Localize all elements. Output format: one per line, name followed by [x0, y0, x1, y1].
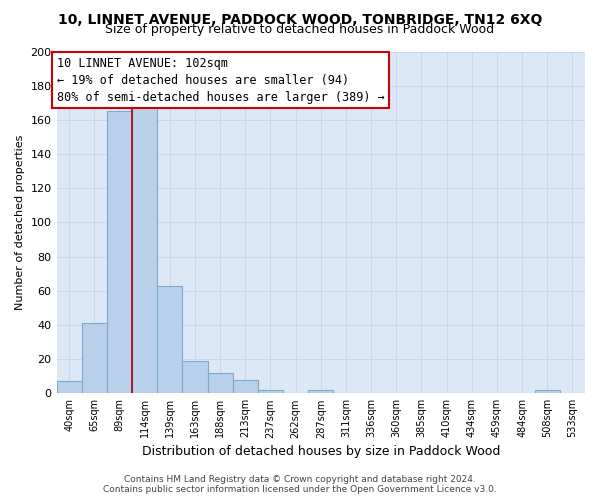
Bar — [258, 390, 283, 394]
Text: 10, LINNET AVENUE, PADDOCK WOOD, TONBRIDGE, TN12 6XQ: 10, LINNET AVENUE, PADDOCK WOOD, TONBRID… — [58, 12, 542, 26]
Bar — [157, 286, 182, 394]
Bar — [132, 106, 157, 394]
X-axis label: Distribution of detached houses by size in Paddock Wood: Distribution of detached houses by size … — [142, 444, 500, 458]
Bar — [208, 373, 233, 394]
Text: Contains HM Land Registry data © Crown copyright and database right 2024.
Contai: Contains HM Land Registry data © Crown c… — [103, 474, 497, 494]
Text: Size of property relative to detached houses in Paddock Wood: Size of property relative to detached ho… — [106, 24, 494, 36]
Bar — [107, 112, 132, 394]
Text: 10 LINNET AVENUE: 102sqm
← 19% of detached houses are smaller (94)
80% of semi-d: 10 LINNET AVENUE: 102sqm ← 19% of detach… — [56, 56, 384, 104]
Bar — [233, 380, 258, 394]
Bar — [535, 390, 560, 394]
Bar — [308, 390, 334, 394]
Bar — [56, 382, 82, 394]
Bar — [82, 323, 107, 394]
Bar — [182, 361, 208, 394]
Y-axis label: Number of detached properties: Number of detached properties — [15, 134, 25, 310]
